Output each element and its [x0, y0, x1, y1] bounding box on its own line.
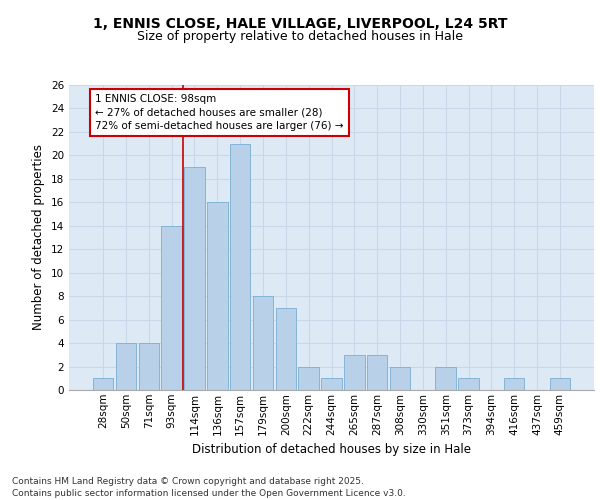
Bar — [253, 296, 273, 390]
Bar — [504, 378, 524, 390]
Bar — [139, 343, 159, 390]
Text: Contains HM Land Registry data © Crown copyright and database right 2025.
Contai: Contains HM Land Registry data © Crown c… — [12, 476, 406, 498]
Y-axis label: Number of detached properties: Number of detached properties — [32, 144, 46, 330]
Bar — [298, 366, 319, 390]
Bar — [184, 167, 205, 390]
Text: 1, ENNIS CLOSE, HALE VILLAGE, LIVERPOOL, L24 5RT: 1, ENNIS CLOSE, HALE VILLAGE, LIVERPOOL,… — [93, 18, 507, 32]
Bar — [116, 343, 136, 390]
Bar — [436, 366, 456, 390]
Bar — [93, 378, 113, 390]
Bar — [367, 355, 388, 390]
Text: Size of property relative to detached houses in Hale: Size of property relative to detached ho… — [137, 30, 463, 43]
Bar — [207, 202, 227, 390]
Bar — [550, 378, 570, 390]
Bar — [458, 378, 479, 390]
Bar — [275, 308, 296, 390]
Bar — [230, 144, 250, 390]
Bar — [390, 366, 410, 390]
Bar — [161, 226, 182, 390]
Bar — [344, 355, 365, 390]
Bar — [321, 378, 342, 390]
Text: 1 ENNIS CLOSE: 98sqm
← 27% of detached houses are smaller (28)
72% of semi-detac: 1 ENNIS CLOSE: 98sqm ← 27% of detached h… — [95, 94, 344, 130]
X-axis label: Distribution of detached houses by size in Hale: Distribution of detached houses by size … — [192, 443, 471, 456]
